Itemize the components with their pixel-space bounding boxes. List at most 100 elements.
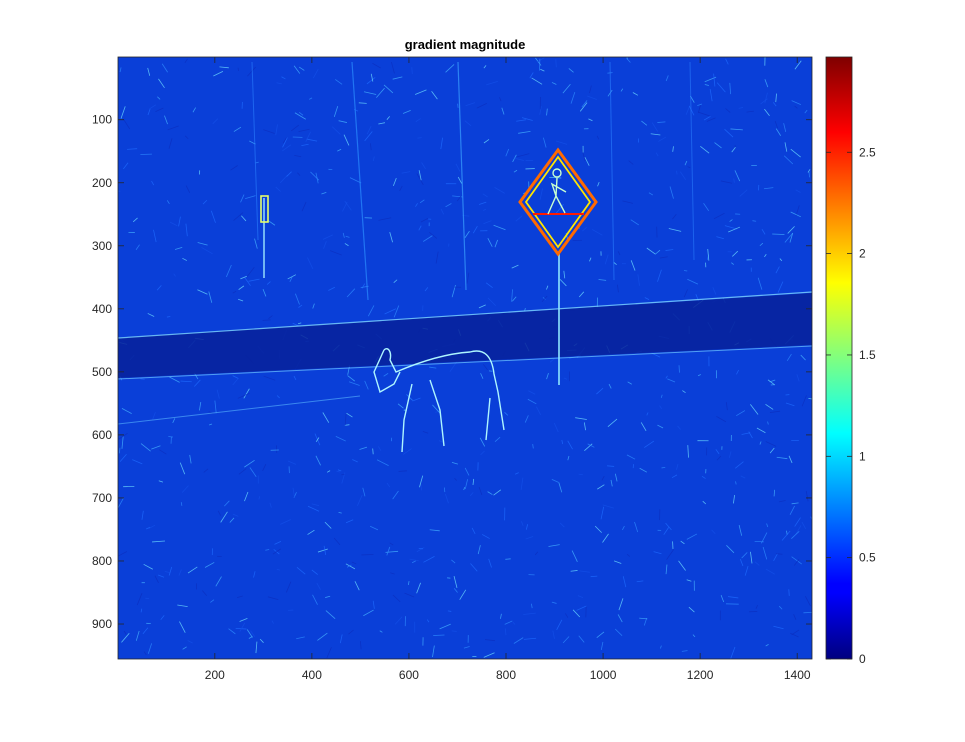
texture-stroke bbox=[725, 108, 731, 113]
texture-stroke bbox=[680, 540, 685, 545]
texture-stroke bbox=[208, 291, 213, 303]
texture-stroke bbox=[404, 592, 415, 598]
x-tick-label: 1400 bbox=[784, 668, 811, 682]
texture-stroke bbox=[459, 589, 467, 600]
texture-stroke bbox=[239, 617, 248, 622]
texture-stroke bbox=[576, 605, 587, 611]
texture-stroke bbox=[445, 493, 449, 504]
texture-stroke bbox=[287, 274, 297, 280]
texture-stroke bbox=[790, 148, 801, 158]
texture-stroke bbox=[769, 447, 775, 454]
x-tick-label: 800 bbox=[496, 668, 516, 682]
texture-stroke bbox=[440, 208, 445, 215]
texture-stroke bbox=[591, 229, 603, 236]
texture-stroke bbox=[724, 128, 734, 138]
texture-stroke bbox=[663, 527, 670, 535]
texture-stroke bbox=[121, 436, 124, 449]
texture-stroke bbox=[394, 616, 403, 625]
texture-stroke bbox=[622, 576, 627, 588]
texture-stroke bbox=[424, 287, 429, 292]
scene-features bbox=[118, 61, 812, 453]
colorbar-tick-label: 1.5 bbox=[859, 348, 876, 362]
texture-stroke bbox=[622, 525, 625, 531]
texture-stroke bbox=[493, 224, 506, 231]
texture-stroke bbox=[197, 289, 208, 295]
texture-stroke bbox=[598, 279, 607, 281]
texture-stroke bbox=[154, 575, 159, 583]
texture-stroke bbox=[805, 490, 809, 502]
texture-stroke bbox=[773, 489, 776, 497]
texture-stroke bbox=[149, 104, 157, 110]
texture-stroke bbox=[725, 58, 729, 65]
texture-stroke bbox=[654, 249, 661, 255]
y-tick-label: 400 bbox=[92, 302, 112, 316]
texture-stroke bbox=[685, 106, 690, 115]
texture-stroke bbox=[393, 305, 400, 318]
texture-stroke bbox=[262, 289, 267, 297]
texture-stroke bbox=[354, 581, 360, 591]
texture-stroke bbox=[772, 102, 777, 107]
texture-stroke bbox=[393, 279, 398, 283]
texture-stroke bbox=[326, 647, 332, 659]
texture-stroke bbox=[494, 187, 505, 194]
texture-stroke bbox=[483, 220, 492, 225]
texture-stroke bbox=[559, 279, 567, 287]
texture-stroke bbox=[296, 636, 305, 640]
texture-stroke bbox=[370, 73, 374, 82]
texture-stroke bbox=[607, 89, 613, 97]
texture-stroke bbox=[286, 171, 292, 177]
texture-stroke bbox=[618, 598, 624, 611]
texture-stroke bbox=[185, 185, 191, 193]
texture-stroke bbox=[363, 91, 377, 95]
texture-stroke bbox=[244, 459, 255, 468]
texture-stroke bbox=[786, 353, 792, 362]
texture-stroke bbox=[801, 395, 807, 407]
texture-stroke bbox=[555, 140, 568, 145]
texture-stroke bbox=[376, 87, 385, 98]
texture-stroke bbox=[328, 286, 336, 291]
texture-stroke bbox=[681, 650, 688, 652]
texture-stroke bbox=[514, 472, 519, 475]
texture-stroke bbox=[764, 108, 770, 116]
texture-stroke bbox=[463, 486, 466, 491]
texture-stroke bbox=[571, 550, 578, 562]
texture-stroke bbox=[349, 177, 362, 184]
texture-stroke bbox=[789, 505, 795, 516]
y-tick-label: 800 bbox=[92, 554, 112, 568]
texture-stroke bbox=[331, 126, 341, 135]
texture-stroke bbox=[216, 389, 220, 399]
texture-stroke bbox=[562, 83, 571, 94]
texture-stroke bbox=[686, 533, 698, 540]
texture-stroke bbox=[276, 568, 280, 571]
texture-stroke bbox=[345, 563, 356, 570]
texture-stroke bbox=[555, 59, 557, 68]
texture-stroke bbox=[528, 390, 536, 395]
texture-stroke bbox=[617, 251, 621, 256]
colorbar-ticks: 0 0.5 1 1.5 2 2.5 bbox=[826, 145, 876, 666]
trunk-2 bbox=[457, 61, 467, 291]
texture-stroke bbox=[750, 404, 759, 415]
texture-stroke bbox=[779, 258, 783, 262]
texture-stroke bbox=[457, 176, 463, 184]
texture-stroke bbox=[325, 610, 336, 619]
texture-stroke bbox=[482, 193, 488, 198]
texture-stroke bbox=[581, 149, 586, 162]
texture-stroke bbox=[452, 195, 463, 198]
y-tick-label: 200 bbox=[92, 176, 112, 190]
texture-stroke bbox=[541, 295, 548, 303]
texture-stroke bbox=[500, 613, 502, 619]
texture-stroke bbox=[764, 254, 767, 258]
texture-stroke bbox=[602, 533, 609, 543]
texture-stroke bbox=[464, 467, 470, 476]
texture-stroke bbox=[297, 172, 301, 176]
texture-stroke bbox=[275, 124, 278, 136]
texture-stroke bbox=[402, 448, 412, 455]
texture-stroke bbox=[757, 277, 763, 290]
texture-stroke bbox=[158, 480, 164, 483]
texture-stroke bbox=[734, 170, 741, 182]
texture-stroke bbox=[725, 402, 728, 411]
texture-stroke bbox=[372, 600, 375, 609]
texture-stroke bbox=[451, 559, 456, 564]
texture-stroke bbox=[282, 137, 287, 144]
